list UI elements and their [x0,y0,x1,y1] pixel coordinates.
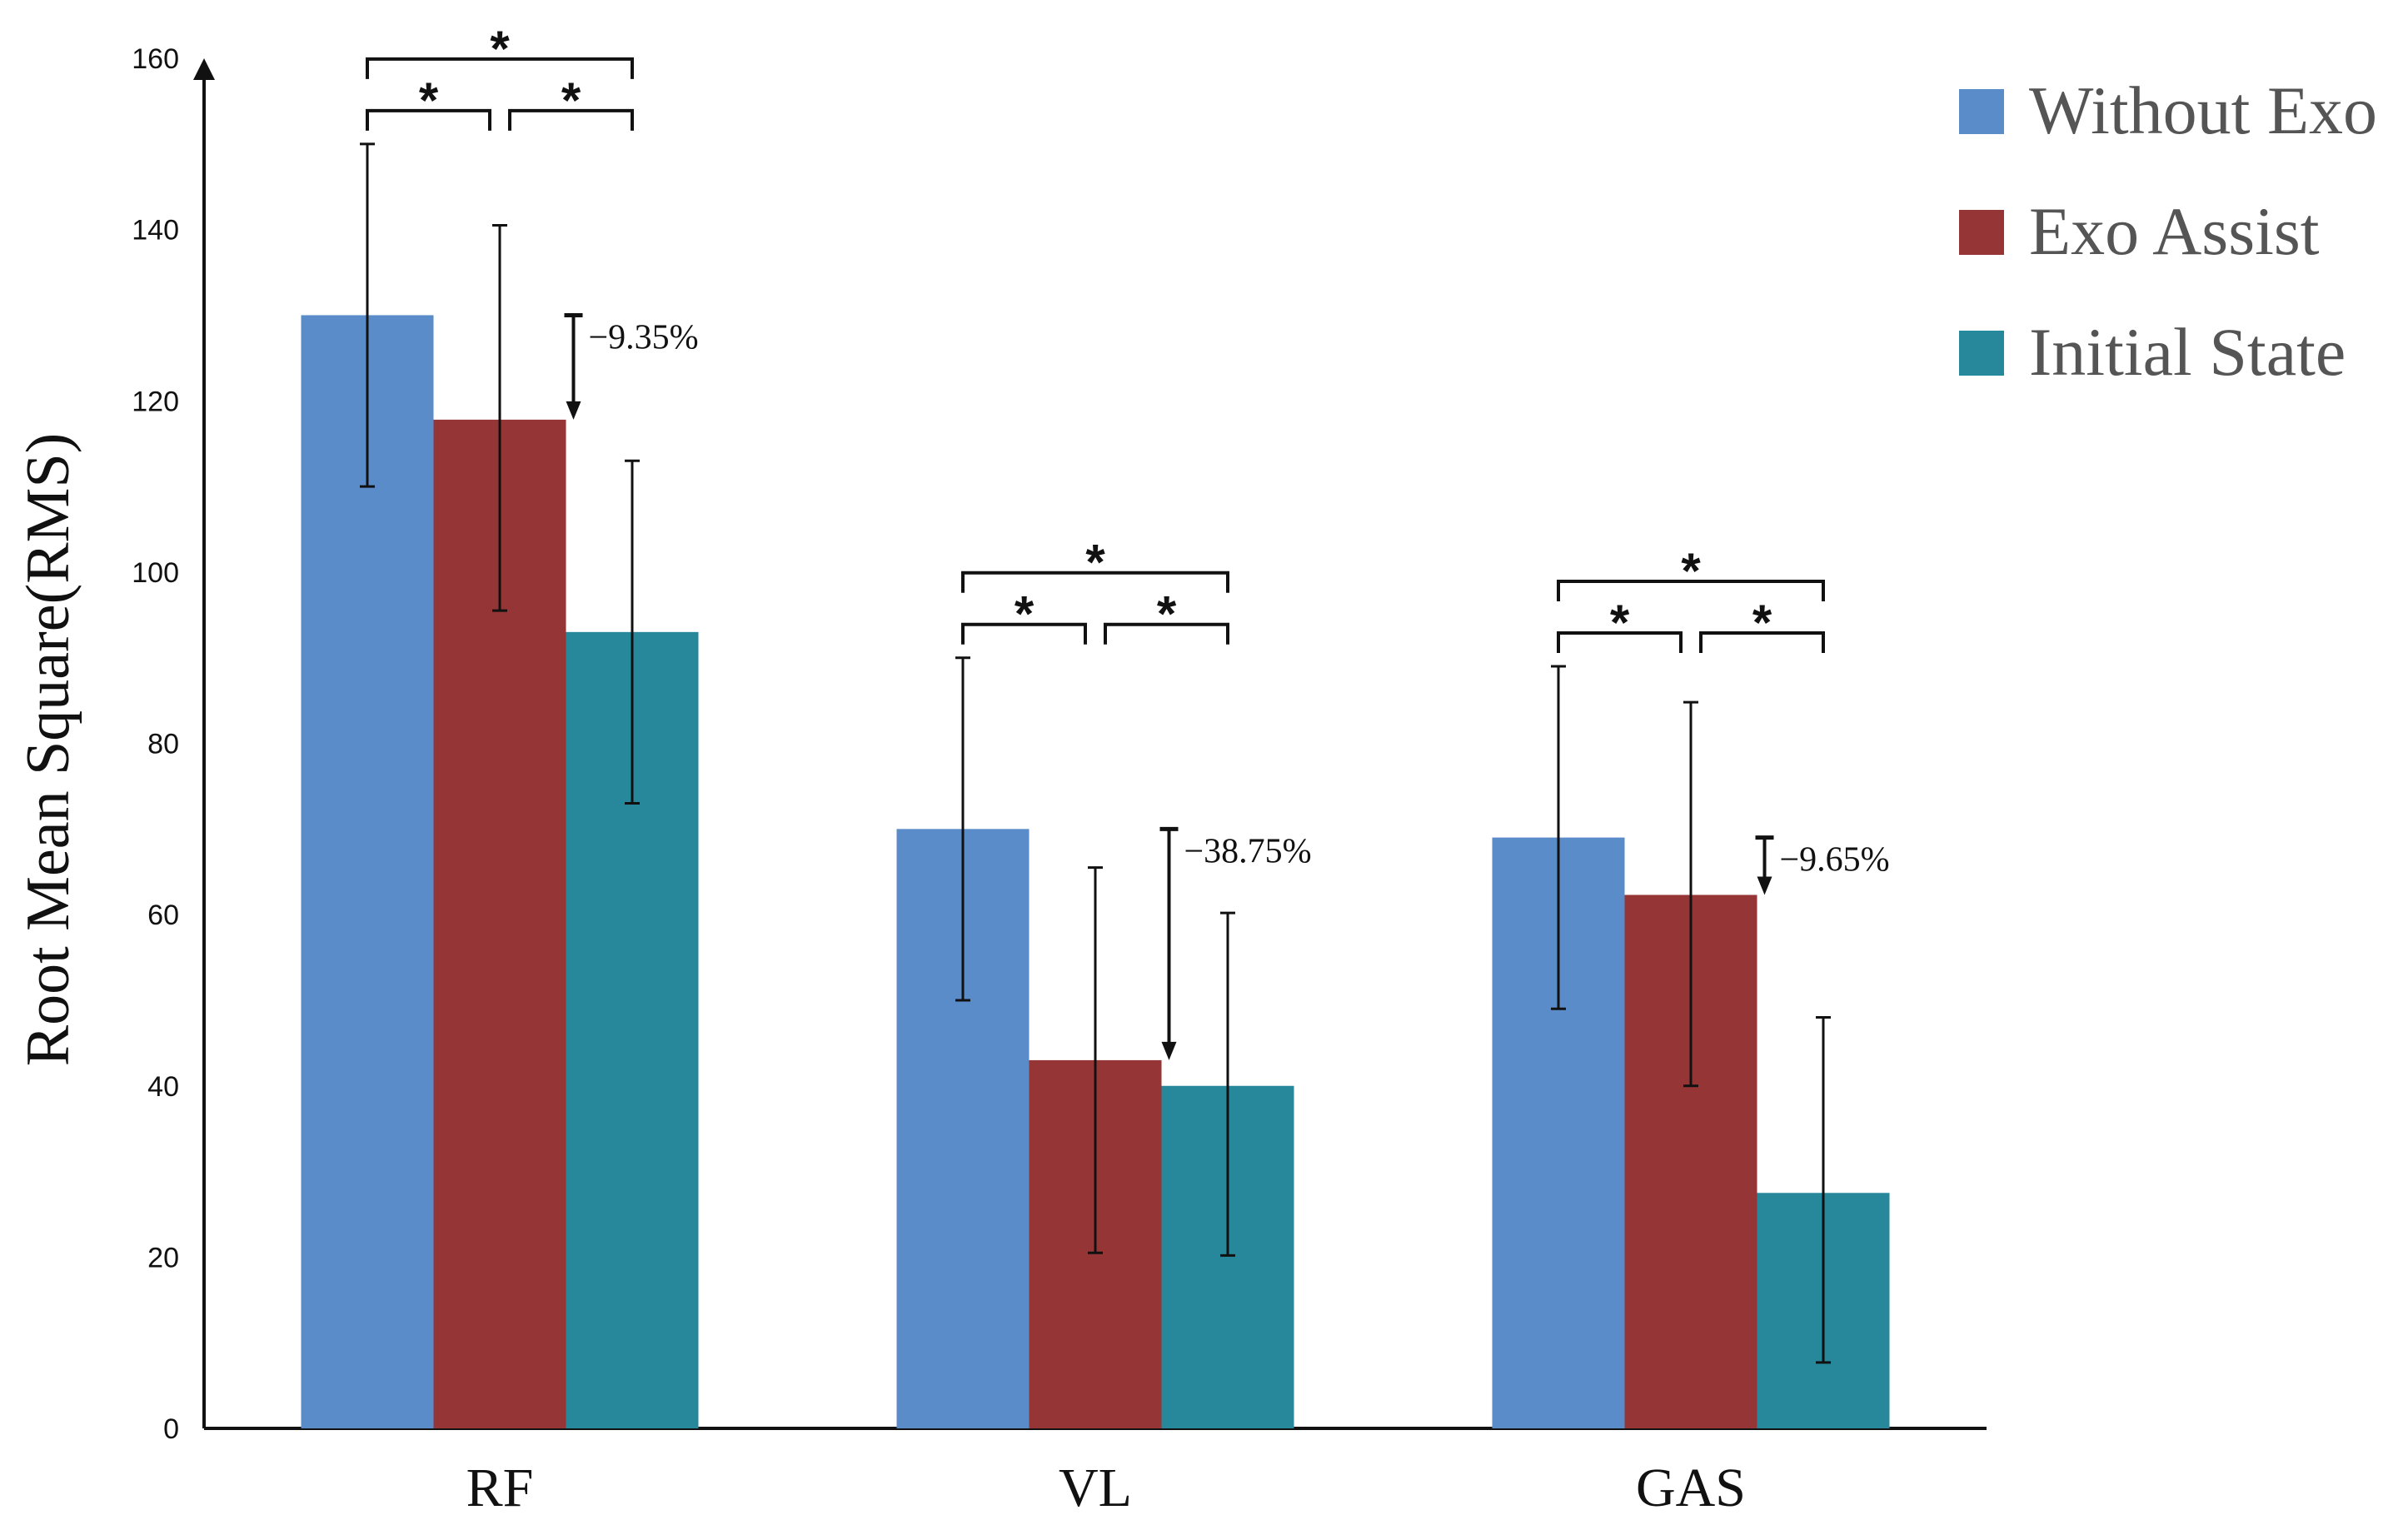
legend-swatch [1959,89,2004,134]
y-tick-label: 40 [147,1071,179,1103]
chart-significance: * * * * * * * * * [366,21,1825,653]
reduction-label: −9.35% [589,318,699,356]
significance-bracket [1557,579,1825,601]
y-tick-label: 80 [147,729,179,760]
bar [301,315,434,1428]
significance-bracket [508,108,634,131]
reduction-label: −38.75% [1184,832,1312,870]
reduction-arrow-head [1757,876,1772,895]
y-tick-label: 120 [132,386,179,417]
legend-swatch [1959,331,2004,376]
x-tick-label: RF [466,1458,534,1518]
reduction-arrow-head [566,401,581,420]
significance-star: * [1157,586,1177,642]
significance-star: * [1752,595,1772,650]
significance-star: * [490,21,510,77]
y-tick-label: 140 [132,215,179,247]
significance-star: * [1610,595,1630,650]
significance-bracket [961,622,1087,645]
legend-label: Initial State [2029,314,2346,390]
chart-legend: Without Exo Exo Assist Initial State [1959,72,2377,390]
chart-annotations: −9.35% −38.75% −9.65% [564,312,1890,1060]
x-tick-label: VL [1059,1458,1132,1518]
legend-label: Exo Assist [2029,193,2320,269]
chart-error-bars [360,142,1831,1364]
y-axis-arrowhead [193,58,215,80]
y-tick-label: 0 [163,1413,179,1445]
reduction-arrow-head [1161,1041,1177,1060]
significance-bracket [1699,630,1825,653]
y-axis-label: Root Mean Square(RMS) [14,433,82,1067]
significance-bracket [961,571,1229,593]
reduction-label: −9.65% [1780,841,1890,880]
x-tick-label: GAS [1636,1458,1746,1518]
significance-star: * [419,72,439,128]
legend-swatch [1959,210,2004,255]
significance-bracket [1104,622,1229,645]
significance-star: * [1681,543,1701,599]
significance-bracket [366,108,491,131]
legend-label: Without Exo [2029,72,2377,148]
y-tick-label: 60 [147,900,179,931]
significance-star: * [561,72,581,128]
significance-bracket [1557,630,1683,653]
significance-star: * [1015,586,1034,642]
y-tick-label: 100 [132,557,179,589]
significance-star: * [1085,535,1105,591]
y-tick-label: 160 [132,43,179,75]
y-tick-label: 20 [147,1242,179,1273]
significance-bracket [366,57,634,79]
chart-axes: 0 20 40 60 80 100 120 140 160 RF VL GAS [132,43,1987,1518]
